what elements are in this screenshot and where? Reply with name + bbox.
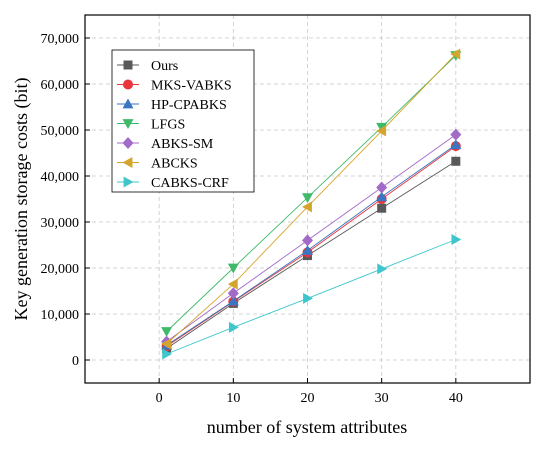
legend-marker (123, 79, 133, 90)
x-tick-label: 0 (156, 391, 163, 406)
data-point (302, 234, 313, 247)
legend-label: MKS-VABKS (151, 79, 232, 94)
x-tick-label: 30 (375, 391, 389, 406)
data-point (376, 191, 388, 202)
x-tick-label: 40 (449, 391, 463, 406)
series-abks-sm (161, 128, 462, 348)
legend-label: LFGS (151, 118, 185, 133)
legend-item: ABKS-SM (117, 137, 214, 152)
legend-box (111, 49, 255, 193)
x-tick-label: 10 (226, 391, 240, 406)
y-tick-label: 70,000 (41, 32, 80, 47)
data-point (376, 125, 387, 137)
legend-item: CABKS-CRF (117, 176, 229, 191)
legend-marker (122, 98, 134, 109)
y-tick-label: 0 (72, 354, 79, 369)
data-point (451, 233, 462, 245)
data-point (376, 181, 388, 194)
legend-marker (123, 60, 133, 70)
data-point (227, 295, 239, 306)
y-tick-label: 60,000 (41, 78, 80, 93)
data-point (161, 338, 171, 350)
data-point (376, 122, 388, 133)
data-point (162, 348, 173, 360)
legend-item: Ours (117, 59, 178, 74)
legend-label: ABCKS (151, 157, 198, 172)
data-point (377, 203, 387, 213)
legend-item: MKS-VABKS (117, 79, 232, 94)
series-cabks-crf (162, 233, 462, 360)
data-point (450, 128, 462, 141)
data-point (228, 321, 239, 333)
y-tick-label: 10,000 (41, 308, 80, 323)
legend-item: HP-CPABKS (117, 98, 227, 113)
data-point (303, 292, 313, 304)
data-point (227, 278, 238, 290)
y-tick-label: 30,000 (41, 216, 80, 231)
data-point (450, 139, 462, 150)
y-tick-label: 20,000 (41, 262, 80, 277)
data-point (377, 263, 388, 275)
y-tick-label: 40,000 (41, 170, 80, 185)
x-axis-title: number of system attributes (207, 417, 407, 437)
y-tick-label: 50,000 (41, 124, 80, 139)
legend-item: ABCKS (117, 157, 198, 172)
data-point (302, 201, 312, 213)
series-abcks (161, 48, 461, 350)
legend-item: LFGS (117, 118, 185, 133)
legend-label: CABKS-CRF (151, 176, 229, 191)
data-point (302, 245, 313, 255)
legend: Ours MKS-VABKS HP-CPABKS LFGS ABKS-SM ABCKS CA… (111, 49, 255, 193)
data-point (302, 193, 313, 204)
legend-marker (122, 119, 134, 129)
data-point (161, 327, 173, 337)
y-axis-title: Key generation storage costs (bit) (11, 78, 32, 321)
data-point (450, 48, 461, 60)
legend-label: HP-CPABKS (151, 98, 227, 113)
data-point (451, 156, 461, 166)
plot-series (161, 48, 462, 360)
axis-ticks: 0 10 20 30 40 0 10,000 20,000 30,000 40,000 50,000… (41, 32, 463, 406)
legend-marker (123, 176, 134, 188)
legend-label: ABKS-SM (151, 137, 214, 152)
legend-marker (122, 137, 134, 149)
data-point (227, 287, 239, 300)
data-point (227, 263, 239, 274)
x-tick-label: 20 (301, 391, 315, 406)
legend-label: Ours (151, 59, 178, 74)
legend-marker (122, 157, 133, 168)
